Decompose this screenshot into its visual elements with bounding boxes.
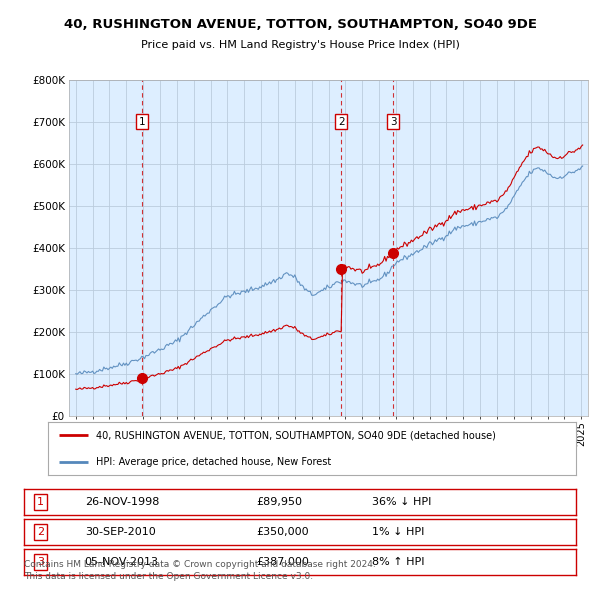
Text: HPI: Average price, detached house, New Forest: HPI: Average price, detached house, New … [95, 457, 331, 467]
Text: 2: 2 [37, 527, 44, 537]
Text: 1: 1 [139, 117, 145, 127]
Text: Price paid vs. HM Land Registry's House Price Index (HPI): Price paid vs. HM Land Registry's House … [140, 40, 460, 50]
Text: 8% ↑ HPI: 8% ↑ HPI [372, 557, 424, 567]
Text: This data is licensed under the Open Government Licence v3.0.: This data is licensed under the Open Gov… [24, 572, 313, 581]
Text: 3: 3 [390, 117, 397, 127]
Text: 2: 2 [338, 117, 344, 127]
Text: £387,000: £387,000 [256, 557, 309, 567]
Text: 26-NOV-1998: 26-NOV-1998 [85, 497, 159, 507]
Text: 36% ↓ HPI: 36% ↓ HPI [372, 497, 431, 507]
Text: 05-NOV-2013: 05-NOV-2013 [85, 557, 159, 567]
Text: 40, RUSHINGTON AVENUE, TOTTON, SOUTHAMPTON, SO40 9DE: 40, RUSHINGTON AVENUE, TOTTON, SOUTHAMPT… [64, 18, 536, 31]
Text: 40, RUSHINGTON AVENUE, TOTTON, SOUTHAMPTON, SO40 9DE (detached house): 40, RUSHINGTON AVENUE, TOTTON, SOUTHAMPT… [95, 430, 496, 440]
Text: Contains HM Land Registry data © Crown copyright and database right 2024.: Contains HM Land Registry data © Crown c… [24, 560, 376, 569]
Text: £350,000: £350,000 [256, 527, 308, 537]
Text: £89,950: £89,950 [256, 497, 302, 507]
Text: 30-SEP-2010: 30-SEP-2010 [85, 527, 155, 537]
Text: 1: 1 [37, 497, 44, 507]
Text: 1% ↓ HPI: 1% ↓ HPI [372, 527, 424, 537]
Text: 3: 3 [37, 557, 44, 567]
